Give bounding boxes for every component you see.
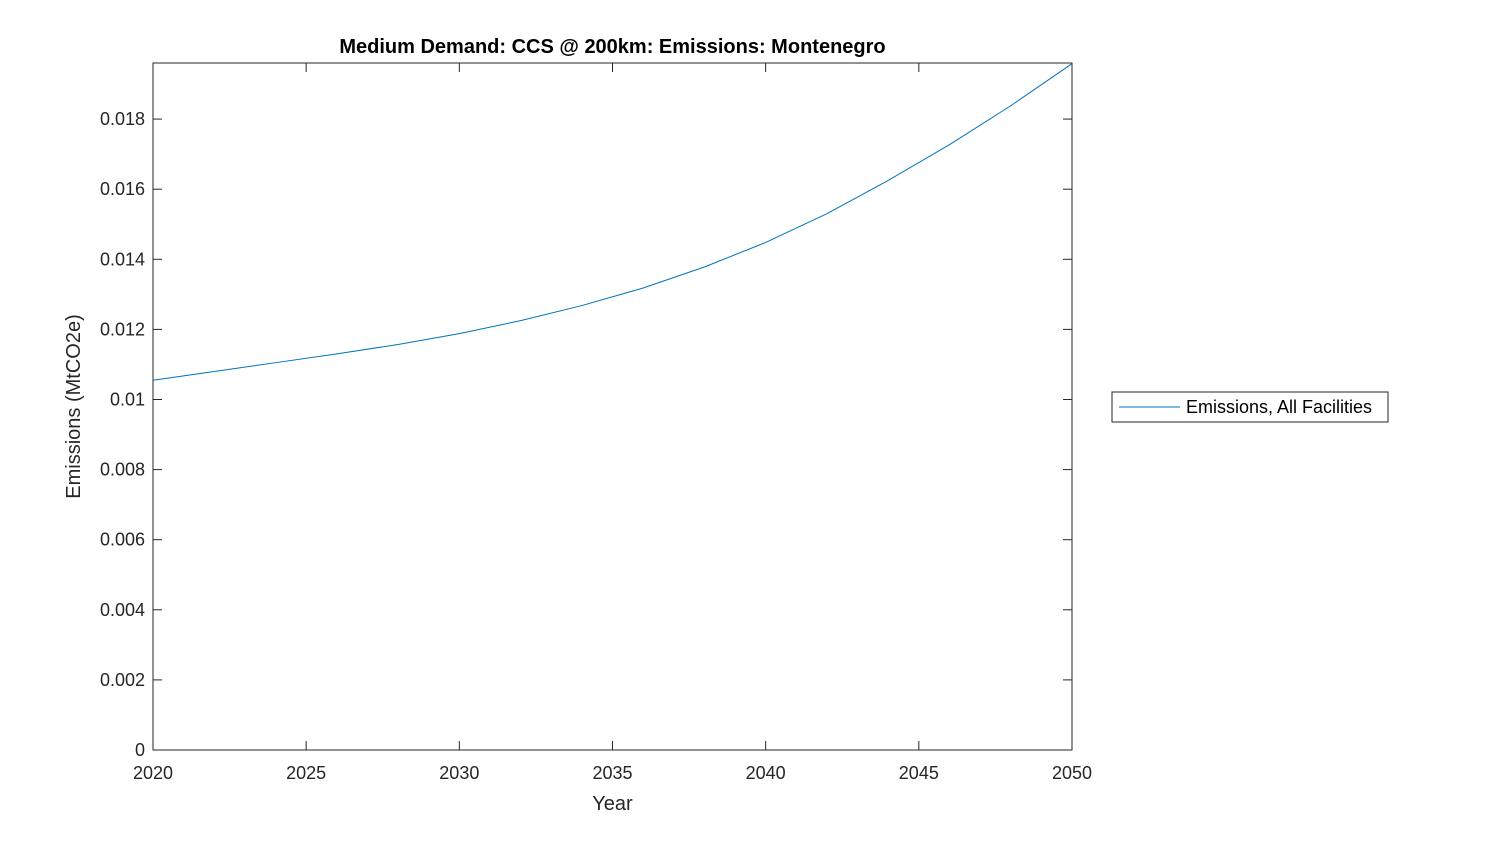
- y-axis-title: Emissions (MtCO2e): [63, 314, 85, 498]
- data-point: [643, 288, 644, 289]
- axis-ticks: 2020 2025 2030 2035 2040 2045 2050 0 0.002 0.004 0…: [100, 63, 1092, 783]
- data-point: [949, 144, 950, 145]
- y-tick-label: 0.01: [110, 389, 145, 409]
- x-axis-title: Year: [592, 793, 633, 815]
- series-layer: [152, 63, 1073, 381]
- y-tick-label: 0.016: [100, 179, 145, 199]
- data-point: [336, 353, 337, 354]
- x-tick-label: 2045: [899, 763, 939, 783]
- data-point: [520, 320, 521, 321]
- data-point: [765, 242, 766, 243]
- data-point: [1010, 105, 1011, 106]
- plot-area: [152, 62, 1073, 751]
- data-point: [1072, 63, 1073, 64]
- y-tick-label: 0.018: [100, 109, 145, 129]
- y-tick-label: 0.008: [100, 460, 145, 480]
- y-tick-label: 0.012: [100, 319, 145, 339]
- x-tick-label: 2035: [592, 763, 632, 783]
- y-tick-label: 0.002: [100, 670, 145, 690]
- data-point: [581, 305, 582, 306]
- legend: Emissions, All Facilities: [1111, 391, 1389, 423]
- x-tick-label: 2025: [286, 763, 326, 783]
- chart-title: Medium Demand: CCS @ 200km: Emissions: M…: [339, 36, 885, 58]
- data-point: [704, 266, 705, 267]
- data-point: [826, 213, 827, 214]
- x-tick-label: 2030: [439, 763, 479, 783]
- x-tick-label: 2040: [746, 763, 786, 783]
- x-tick-label: 2020: [133, 763, 173, 783]
- y-tick-label: 0.014: [100, 249, 145, 269]
- y-tick-label: 0: [135, 740, 145, 760]
- legend-label: Emissions, All Facilities: [1186, 397, 1372, 417]
- data-point: [459, 333, 460, 334]
- y-tick-label: 0.006: [100, 530, 145, 550]
- data-point: [153, 380, 154, 381]
- data-point: [214, 371, 215, 372]
- x-tick-label: 2050: [1052, 763, 1092, 783]
- data-point: [888, 180, 889, 181]
- data-point: [275, 362, 276, 363]
- series-line-0: [152, 63, 1073, 381]
- data-point: [398, 344, 399, 345]
- y-tick-label: 0.004: [100, 600, 145, 620]
